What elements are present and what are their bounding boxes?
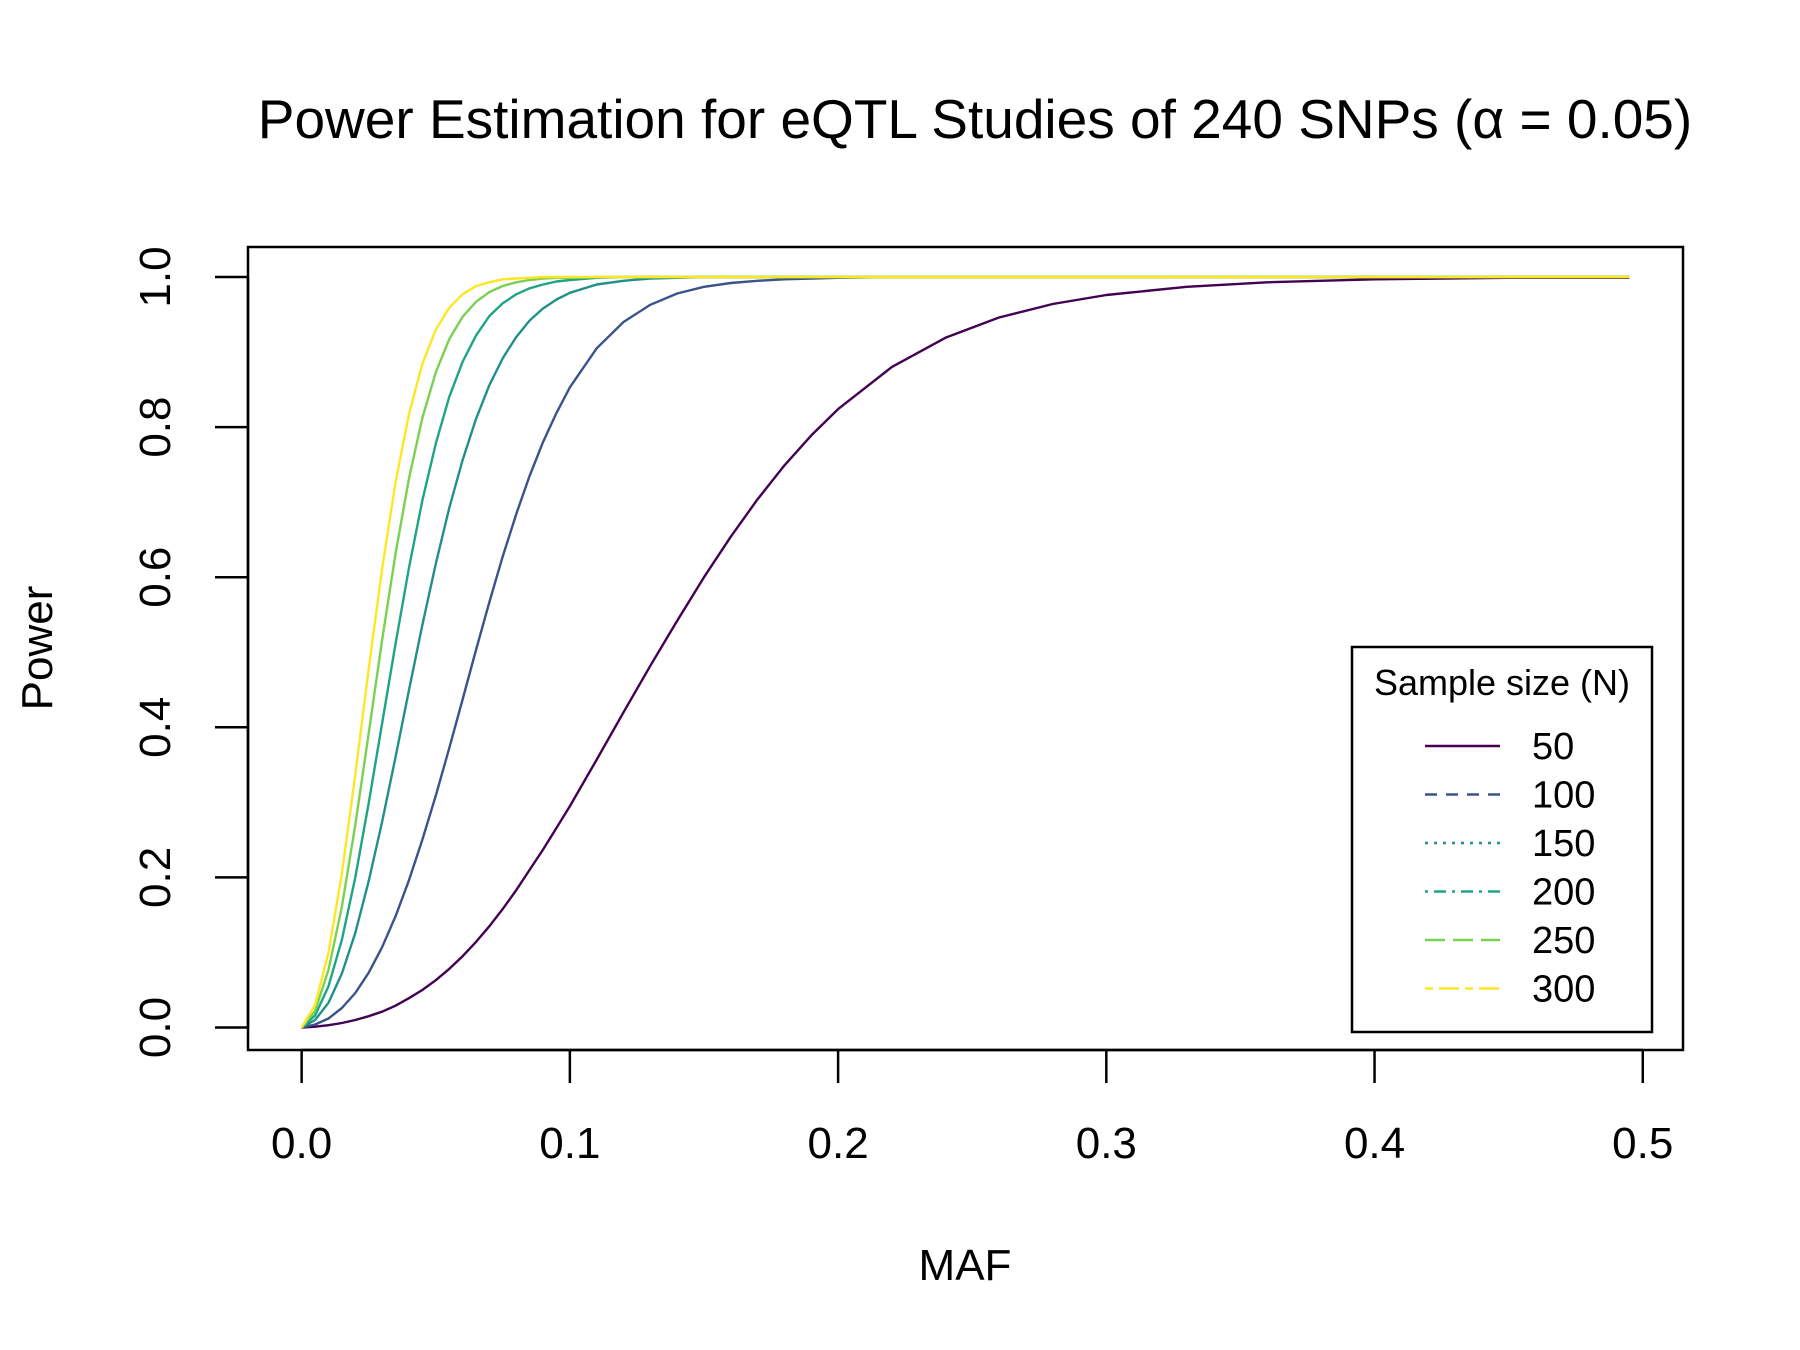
y-tick-label: 1.0 [131,246,180,307]
x-tick-label: 0.4 [1344,1119,1405,1168]
y-tick-label: 0.6 [131,547,180,608]
series-curves [300,275,1630,1029]
x-tick-label: 0.1 [539,1119,600,1168]
legend-items: 50 100 150 200 250 300 [1425,726,1595,1011]
x-tick-label: 0.2 [808,1119,869,1168]
x-tick-label: 0.0 [271,1119,332,1168]
legend-label: 300 [1532,969,1595,1011]
y-axis-label: Power [13,586,62,711]
legend-box [1350,645,1654,1034]
y-tick-label: 0.0 [131,997,180,1058]
legend-label: 50 [1532,726,1574,768]
y-tick-label: 0.4 [131,697,180,758]
y-axis: 0.0 0.2 0.4 0.6 0.8 1.0 [131,246,250,1058]
legend-label: 150 [1532,823,1595,865]
legend-label: 100 [1532,775,1595,817]
y-tick-label: 0.2 [131,847,180,908]
x-tick-label: 0.3 [1076,1119,1137,1168]
x-axis: 0.0 0.1 0.2 0.3 0.4 0.5 [271,1048,1673,1168]
x-axis-label: MAF [919,1241,1012,1290]
x-tick-label: 0.5 [1612,1119,1673,1168]
legend-label: 200 [1532,872,1595,914]
chart-title: Power Estimation for eQTL Studies of 240… [258,88,1692,150]
series-line-300 [300,275,1630,1029]
legend: Sample size (N) 50 100 150 200 250 300 [1350,645,1654,1034]
legend-label: 250 [1532,920,1595,962]
series-line-50 [301,276,1630,1029]
y-tick-label: 0.8 [131,397,180,458]
legend-title: Sample size (N) [1374,662,1630,703]
